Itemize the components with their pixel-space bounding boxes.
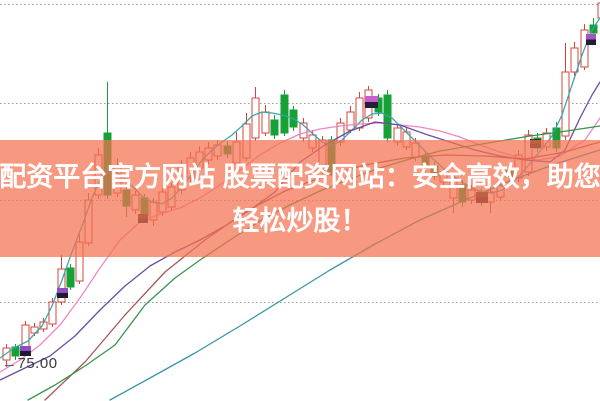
promo-banner: 配资平台官方网站 股票配资网站：安全高效，助您 轻松炒股！ [0,140,600,257]
signal-marker-icon [586,34,596,40]
signal-marker-icon [20,351,31,356]
signal-marker-icon [57,288,68,293]
signal-marker-icon [365,102,378,108]
signal-marker-icon [57,293,68,298]
signal-marker-icon [586,39,596,45]
banner-text-line2: 轻松炒股！ [232,205,368,236]
signal-marker-icon [365,96,378,102]
banner-text-line1: 配资平台官方网站 股票配资网站：安全高效，助您 [0,161,600,192]
signal-marker-icon [20,346,31,351]
price-marker-label: ←75.00 [2,355,58,372]
